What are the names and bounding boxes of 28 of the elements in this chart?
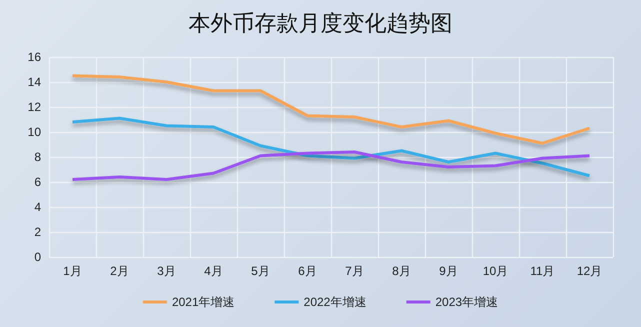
x-tick-label: 10月 [482, 264, 508, 278]
x-tick-label: 12月 [576, 264, 602, 278]
x-tick-label: 8月 [392, 264, 411, 278]
chart-title: 本外币存款月度变化趋势图 [188, 12, 452, 36]
y-tick-label: 8 [34, 150, 42, 164]
line-series [71, 74, 591, 145]
x-tick-label: 11月 [530, 264, 555, 278]
x-tick-label: 1月 [63, 264, 82, 278]
line-series [71, 116, 591, 178]
y-tick-label: 4 [34, 200, 42, 214]
y-tick-label: 14 [28, 75, 42, 89]
x-tick-label: 7月 [345, 264, 364, 278]
x-tick-label: 3月 [157, 264, 176, 278]
y-tick-label: 6 [34, 175, 42, 189]
x-tick-label: 9月 [439, 264, 458, 278]
y-tick-label: 2 [34, 225, 42, 239]
x-tick-label: 2月 [110, 264, 129, 278]
x-tick-label: 6月 [298, 264, 317, 278]
legend-label: 2021年增速 [172, 295, 235, 309]
x-tick-label: 4月 [204, 264, 223, 278]
y-tick-label: 12 [28, 100, 42, 114]
legend-label: 2022年增速 [304, 295, 366, 309]
line-series [71, 150, 591, 181]
y-tick-label: 0 [34, 250, 42, 264]
y-tick-label: 10 [28, 125, 42, 139]
legend-label: 2023年增速 [435, 295, 498, 309]
y-tick-label: 16 [28, 50, 42, 64]
x-tick-label: 5月 [251, 264, 270, 278]
